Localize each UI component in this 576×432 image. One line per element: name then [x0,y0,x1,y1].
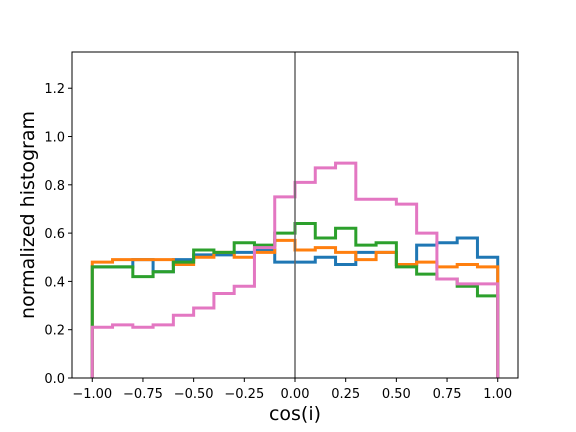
y-tick-label: 1.2 [44,82,65,97]
y-axis-ticks: 0.0 0.2 0.4 0.6 0.8 1.0 1.2 [44,82,72,387]
x-tick-label: −0.50 [174,387,214,402]
x-tick-label: 0.00 [281,387,310,402]
y-tick-label: 0.2 [44,324,65,339]
x-tick-label: 0.75 [433,387,462,402]
x-axis-title: cos(i) [269,403,321,425]
y-axis-title: normalized histogram [17,111,39,319]
x-axis-ticks: −1.00 −0.75 −0.50 −0.25 0.00 0.25 0.50 0.75 1.00 [72,378,512,402]
x-tick-label: −0.25 [224,387,264,402]
x-tick-label: −1.00 [72,387,112,402]
y-tick-label: 1.0 [44,131,65,146]
x-tick-label: −0.75 [123,387,163,402]
x-tick-label: 0.25 [331,387,360,402]
y-tick-label: 0.0 [44,372,65,387]
x-tick-label: 0.50 [382,387,411,402]
y-tick-label: 0.4 [44,275,65,290]
y-tick-label: 0.6 [44,227,65,242]
y-tick-label: 0.8 [44,179,65,194]
x-tick-label: 1.00 [483,387,512,402]
histogram-series-4 [90,161,500,378]
